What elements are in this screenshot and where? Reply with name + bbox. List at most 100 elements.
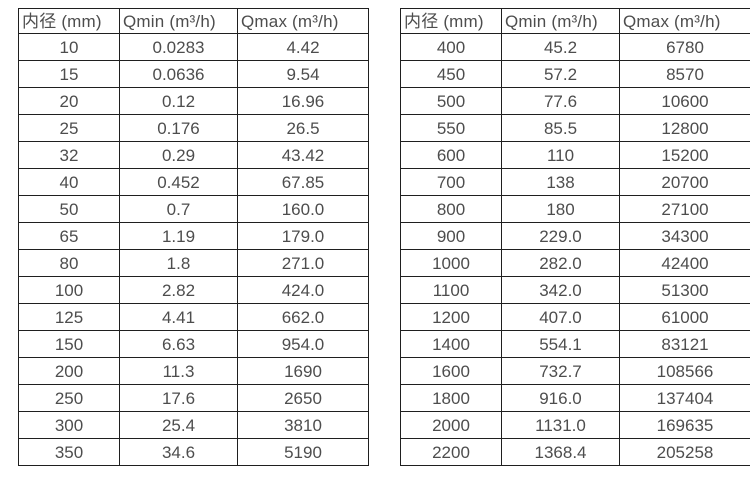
qmin-cell: 342.0: [501, 276, 620, 304]
qmin-column-header: Qmin (m³/h): [119, 8, 238, 34]
qmin-cell: 110: [501, 141, 620, 169]
flow-table-large-diameters: 内径 (mm) Qmin (m³/h) Qmax (m³/h) 400 45.2 6780…: [400, 8, 750, 466]
diameter-cell: 1100: [400, 276, 502, 304]
header-row: 内径 (mm) Qmin (m³/h) Qmax (m³/h): [400, 8, 750, 34]
qmin-cell: 25.4: [119, 411, 238, 439]
qmax-cell: 27100: [619, 195, 750, 223]
table-row: 1100 342.0 51300: [400, 276, 750, 304]
qmax-cell: 83121: [619, 330, 750, 358]
qmin-cell: 85.5: [501, 114, 620, 142]
diameter-cell: 15: [18, 60, 120, 88]
qmax-cell: 160.0: [237, 195, 369, 223]
qmin-cell: 0.0283: [119, 33, 238, 61]
qmin-cell: 0.452: [119, 168, 238, 196]
qmin-cell: 0.7: [119, 195, 238, 223]
table-row: 500 77.6 10600: [400, 87, 750, 115]
qmin-cell: 45.2: [501, 33, 620, 61]
qmax-cell: 179.0: [237, 222, 369, 250]
qmin-cell: 0.12: [119, 87, 238, 115]
table-row: 1800 916.0 137404: [400, 384, 750, 412]
diameter-cell: 100: [18, 276, 120, 304]
table-row: 800 180 27100: [400, 195, 750, 223]
diameter-cell: 550: [400, 114, 502, 142]
qmax-cell: 9.54: [237, 60, 369, 88]
qmin-cell: 34.6: [119, 438, 238, 466]
table-header: 内径 (mm) Qmin (m³/h) Qmax (m³/h): [400, 8, 750, 34]
qmax-cell: 42400: [619, 249, 750, 277]
diameter-cell: 20: [18, 87, 120, 115]
qmin-cell: 732.7: [501, 357, 620, 385]
qmax-cell: 61000: [619, 303, 750, 331]
header-row: 内径 (mm) Qmin (m³/h) Qmax (m³/h): [18, 8, 369, 34]
diameter-cell: 2200: [400, 438, 502, 466]
qmin-cell: 229.0: [501, 222, 620, 250]
qmax-cell: 205258: [619, 438, 750, 466]
table-row: 250 17.6 2650: [18, 384, 369, 412]
qmax-cell: 424.0: [237, 276, 369, 304]
diameter-cell: 450: [400, 60, 502, 88]
table-row: 25 0.176 26.5: [18, 114, 369, 142]
qmin-cell: 282.0: [501, 249, 620, 277]
table-row: 1200 407.0 61000: [400, 303, 750, 331]
table-row: 350 34.6 5190: [18, 438, 369, 466]
diameter-cell: 80: [18, 249, 120, 277]
qmin-cell: 138: [501, 168, 620, 196]
qmin-cell: 57.2: [501, 60, 620, 88]
table-body: 400 45.2 6780 450 57.2 8570 500 77.6 10600 550 85.…: [400, 33, 750, 466]
table-row: 40 0.452 67.85: [18, 168, 369, 196]
diameter-cell: 25: [18, 114, 120, 142]
qmax-cell: 10600: [619, 87, 750, 115]
table-row: 1600 732.7 108566: [400, 357, 750, 385]
qmin-cell: 1.19: [119, 222, 238, 250]
qmin-cell: 11.3: [119, 357, 238, 385]
qmax-cell: 108566: [619, 357, 750, 385]
qmax-cell: 20700: [619, 168, 750, 196]
diameter-cell: 800: [400, 195, 502, 223]
qmax-cell: 4.42: [237, 33, 369, 61]
table-row: 450 57.2 8570: [400, 60, 750, 88]
qmin-cell: 0.29: [119, 141, 238, 169]
qmax-cell: 169635: [619, 411, 750, 439]
qmax-cell: 2650: [237, 384, 369, 412]
qmax-column-header: Qmax (m³/h): [237, 8, 369, 34]
table-row: 600 110 15200: [400, 141, 750, 169]
qmin-column-header: Qmin (m³/h): [501, 8, 620, 34]
qmin-cell: 0.176: [119, 114, 238, 142]
qmax-cell: 34300: [619, 222, 750, 250]
diameter-cell: 250: [18, 384, 120, 412]
table-row: 10 0.0283 4.42: [18, 33, 369, 61]
qmax-cell: 26.5: [237, 114, 369, 142]
qmin-cell: 1.8: [119, 249, 238, 277]
diameter-cell: 900: [400, 222, 502, 250]
diameter-cell: 700: [400, 168, 502, 196]
table-row: 400 45.2 6780: [400, 33, 750, 61]
table-header: 内径 (mm) Qmin (m³/h) Qmax (m³/h): [18, 8, 369, 34]
qmax-cell: 12800: [619, 114, 750, 142]
qmin-cell: 0.0636: [119, 60, 238, 88]
qmax-cell: 662.0: [237, 303, 369, 331]
table-row: 20 0.12 16.96: [18, 87, 369, 115]
qmax-cell: 954.0: [237, 330, 369, 358]
diameter-column-header: 内径 (mm): [400, 8, 502, 34]
table-row: 900 229.0 34300: [400, 222, 750, 250]
qmax-cell: 5190: [237, 438, 369, 466]
table-row: 200 11.3 1690: [18, 357, 369, 385]
table-body: 10 0.0283 4.42 15 0.0636 9.54 20 0.12 16.96 25 0.1…: [18, 33, 369, 466]
diameter-cell: 1200: [400, 303, 502, 331]
qmin-cell: 407.0: [501, 303, 620, 331]
qmin-cell: 916.0: [501, 384, 620, 412]
table-row: 150 6.63 954.0: [18, 330, 369, 358]
table-row: 2000 1131.0 169635: [400, 411, 750, 439]
diameter-cell: 125: [18, 303, 120, 331]
flow-table-small-diameters: 内径 (mm) Qmin (m³/h) Qmax (m³/h) 10 0.0283 4.4…: [18, 8, 369, 466]
qmin-cell: 1368.4: [501, 438, 620, 466]
diameter-cell: 1800: [400, 384, 502, 412]
qmin-cell: 2.82: [119, 276, 238, 304]
diameter-cell: 1400: [400, 330, 502, 358]
qmax-cell: 51300: [619, 276, 750, 304]
diameter-cell: 300: [18, 411, 120, 439]
qmax-cell: 16.96: [237, 87, 369, 115]
diameter-cell: 1600: [400, 357, 502, 385]
